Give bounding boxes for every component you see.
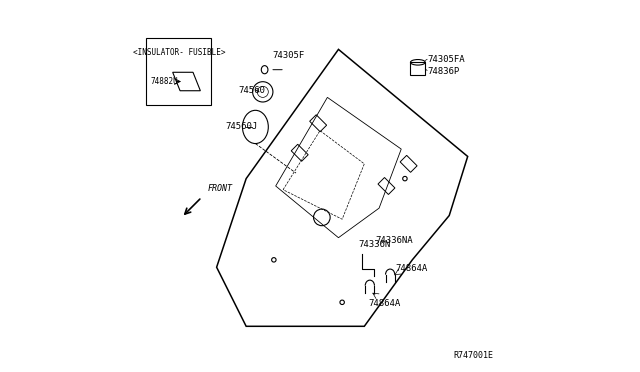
Bar	[378, 177, 395, 195]
Text: 74836P: 74836P	[427, 67, 460, 76]
Text: <INSULATOR- FUSIBLE>: <INSULATOR- FUSIBLE>	[132, 48, 225, 57]
Text: R747001E: R747001E	[454, 350, 493, 359]
Bar	[410, 62, 425, 75]
Text: 74336N: 74336N	[359, 240, 391, 249]
Text: 74305F: 74305F	[272, 51, 304, 61]
Text: FRONT: FRONT	[207, 184, 232, 193]
Text: 74336NA: 74336NA	[376, 236, 413, 245]
Text: 74864A: 74864A	[368, 299, 400, 308]
Bar	[310, 115, 326, 132]
Bar	[400, 155, 417, 172]
Text: 74882U: 74882U	[150, 77, 178, 86]
Text: 74305FA: 74305FA	[427, 55, 465, 64]
Text: 74560: 74560	[239, 86, 266, 94]
Text: 74560J: 74560J	[226, 122, 258, 131]
Text: 74864A: 74864A	[396, 264, 428, 273]
Bar	[291, 144, 308, 161]
Bar	[147, 38, 211, 105]
